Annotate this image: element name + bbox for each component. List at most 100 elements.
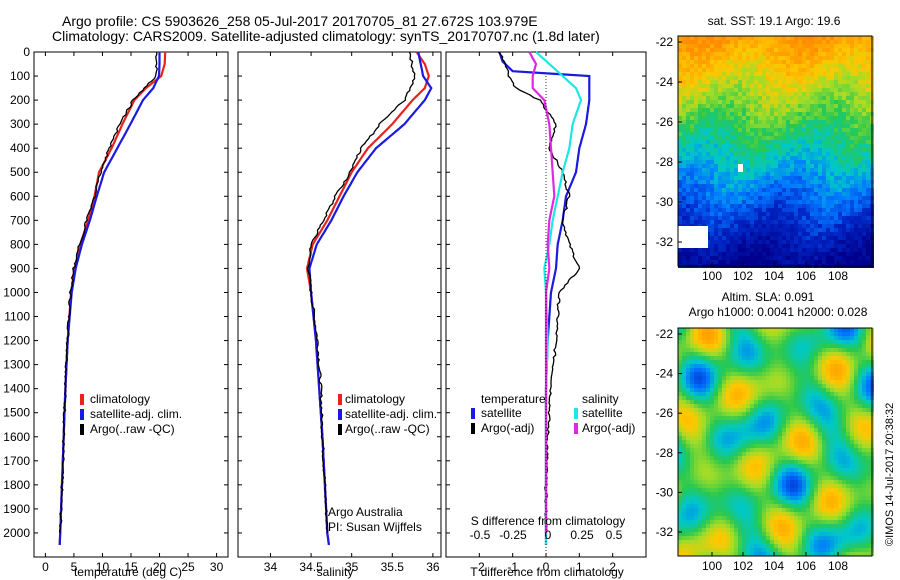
- sst-cell: [774, 84, 778, 88]
- sla-cell: [858, 428, 862, 432]
- sla-cell: [746, 400, 750, 404]
- sla-cell: [866, 368, 870, 372]
- sst-cell: [806, 148, 810, 152]
- sla-cell: [858, 448, 862, 452]
- sst-cell: [754, 252, 758, 256]
- sst-cell: [858, 132, 862, 136]
- sla-cell: [842, 424, 846, 428]
- sla-cell: [818, 396, 822, 400]
- sst-cell: [754, 196, 758, 200]
- sst-cell: [802, 260, 806, 264]
- sst-cell: [858, 160, 862, 164]
- sst-cell: [778, 256, 782, 260]
- sst-cell: [862, 68, 866, 72]
- sla-cell: [818, 404, 822, 408]
- sla-cell: [842, 392, 846, 396]
- sst-cell: [846, 120, 850, 124]
- sst-cell: [814, 144, 818, 148]
- sla-cell: [858, 456, 862, 460]
- sst-cell: [866, 120, 870, 124]
- sst-cell: [794, 256, 798, 260]
- sla-cell: [718, 360, 722, 364]
- sla-cell: [754, 372, 758, 376]
- sla-cell: [778, 368, 782, 372]
- sst-cell: [782, 180, 786, 184]
- sla-cell: [718, 352, 722, 356]
- sla-cell: [754, 392, 758, 396]
- sla-cell: [862, 352, 866, 356]
- sst-cell: [730, 140, 734, 144]
- sst-cell: [698, 112, 702, 116]
- sla-cell: [754, 420, 758, 424]
- sla-cell: [834, 424, 838, 428]
- sla-cell: [766, 408, 770, 412]
- sla-cell: [810, 328, 814, 332]
- sla-cell: [742, 340, 746, 344]
- sst-cell: [766, 120, 770, 124]
- sst-cell: [866, 188, 870, 192]
- sst-cell: [758, 92, 762, 96]
- sla-cell: [702, 440, 706, 444]
- sla-cell: [754, 408, 758, 412]
- sst-cell: [770, 212, 774, 216]
- sla-cell: [810, 416, 814, 420]
- sla-cell: [750, 380, 754, 384]
- sst-cell: [814, 60, 818, 64]
- sla-cell: [790, 456, 794, 460]
- sst-cell: [834, 64, 838, 68]
- sla-cell: [846, 348, 850, 352]
- sst-cell: [726, 132, 730, 136]
- sst-cell: [754, 68, 758, 72]
- sst-cell: [798, 144, 802, 148]
- sst-cell: [714, 152, 718, 156]
- sst-cell: [814, 200, 818, 204]
- sla-cell: [854, 452, 858, 456]
- sst-cell: [758, 136, 762, 140]
- sst-cell: [814, 260, 818, 264]
- sst-cell: [794, 140, 798, 144]
- sla-cell: [834, 404, 838, 408]
- sst-cell: [838, 172, 842, 176]
- sla-cell: [814, 392, 818, 396]
- sla-cell: [842, 452, 846, 456]
- sst-cell: [742, 164, 746, 168]
- sla-cell: [838, 328, 842, 332]
- sst-cell: [690, 160, 694, 164]
- sst-cell: [826, 236, 830, 240]
- sst-cell: [778, 168, 782, 172]
- sla-cell: [854, 364, 858, 368]
- sst-cell: [686, 248, 690, 252]
- sla-cell: [802, 424, 806, 428]
- sst-cell: [754, 224, 758, 228]
- sst-cell: [842, 180, 846, 184]
- sla-cell: [866, 352, 870, 356]
- sst-cell: [790, 168, 794, 172]
- sla-cell: [702, 380, 706, 384]
- sst-cell: [718, 104, 722, 108]
- sla-cell: [774, 372, 778, 376]
- sla-cell: [738, 452, 742, 456]
- sst-cell: [802, 52, 806, 56]
- sst-cell: [742, 176, 746, 180]
- sla-cell: [758, 408, 762, 412]
- sst-cell: [830, 256, 834, 260]
- sla-cell: [758, 388, 762, 392]
- sst-cell: [846, 108, 850, 112]
- sst-cell: [810, 60, 814, 64]
- sla-cell: [726, 444, 730, 448]
- sst-cell: [750, 164, 754, 168]
- sst-cell: [834, 48, 838, 52]
- sst-cell: [866, 36, 870, 40]
- sst-cell: [778, 92, 782, 96]
- sst-cell: [778, 260, 782, 264]
- sst-cell: [858, 164, 862, 168]
- sla-cell: [866, 392, 870, 396]
- sla-cell: [810, 452, 814, 456]
- series-line: [497, 51, 581, 534]
- sst-cell: [690, 152, 694, 156]
- sst-cell: [838, 148, 842, 152]
- sst-cell: [850, 72, 854, 76]
- sst-cell: [778, 88, 782, 92]
- sla-cell: [826, 340, 830, 344]
- sla-cell: [786, 452, 790, 456]
